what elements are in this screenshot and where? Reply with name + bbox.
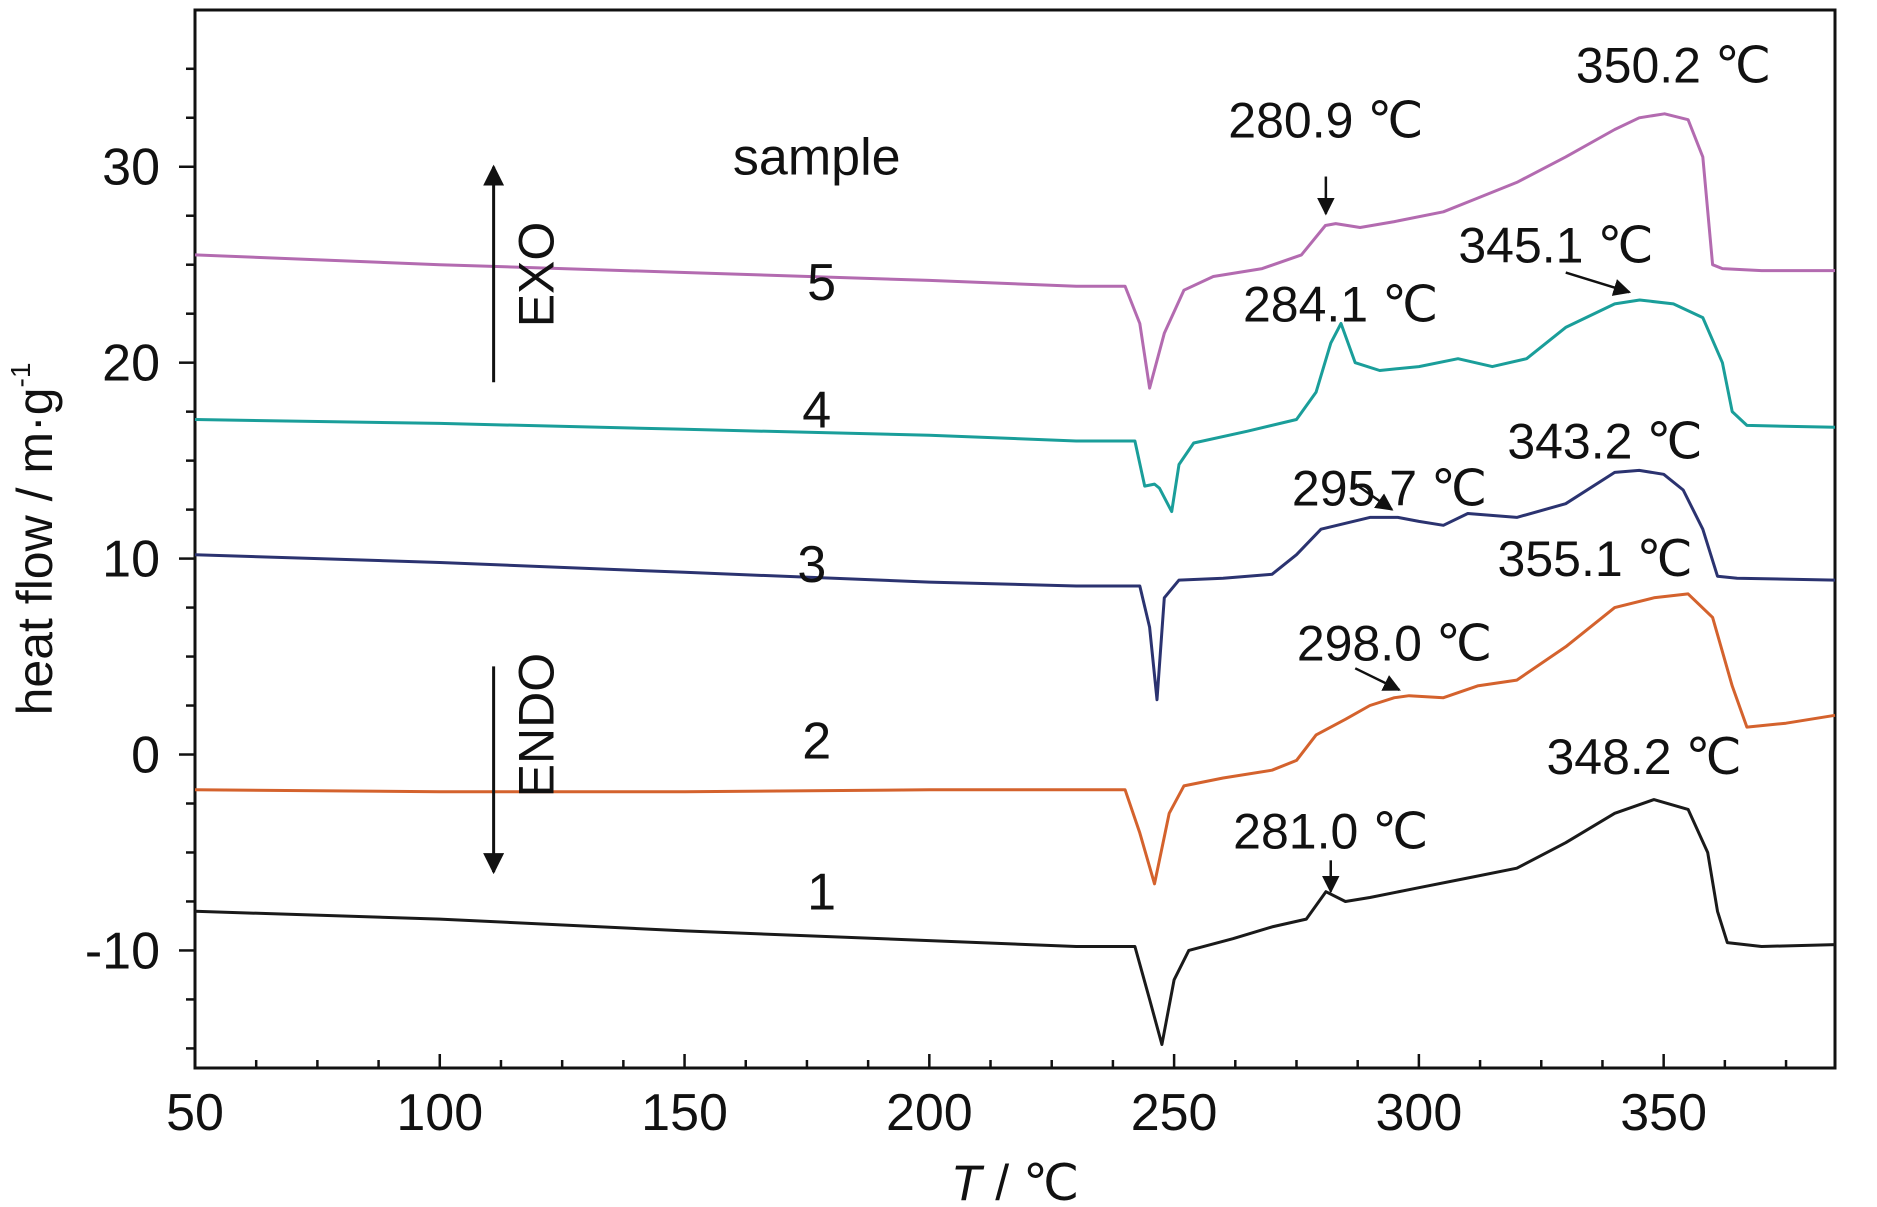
x-axis-title-italic: T	[951, 1155, 985, 1207]
x-tick-label: 100	[396, 1084, 483, 1142]
y-tick-label: -10	[85, 922, 160, 980]
series-line-1	[194, 798, 1836, 1046]
endo-label: ENDO	[509, 653, 565, 797]
peak-annotation: 298.0 ℃	[1297, 615, 1492, 671]
series-line-3	[194, 468, 1836, 702]
peak-annotation: 343.2 ℃	[1507, 414, 1702, 470]
plot-border	[193, 8, 1837, 1070]
peak-annotation: 284.1 ℃	[1243, 277, 1438, 333]
peak-annotation: 348.2 ℃	[1546, 729, 1741, 785]
series-label-1: 1	[807, 863, 836, 921]
x-axis: 50 100 150 200 250 300 350	[166, 1054, 1788, 1142]
legend-title: sample	[733, 129, 901, 187]
x-tick-label: 200	[886, 1084, 973, 1142]
annotation-arrow	[1565, 271, 1632, 296]
exo-label: EXO	[509, 222, 565, 328]
x-axis-title-unit: / ℃	[981, 1155, 1079, 1207]
x-tick-label: 50	[166, 1084, 224, 1142]
peak-annotation: 355.1 ℃	[1498, 531, 1693, 587]
x-tick-label: 150	[641, 1084, 728, 1142]
x-tick-label: 350	[1620, 1084, 1707, 1142]
y-tick-label: 0	[131, 727, 160, 785]
series-label-4: 4	[802, 381, 831, 439]
peak-annotation: 345.1 ℃	[1458, 218, 1653, 274]
series-label-2: 2	[802, 712, 831, 770]
y-tick-label: 30	[102, 139, 160, 197]
y-axis-title: heat flow / m·g-1	[5, 363, 63, 716]
peak-annotation: 280.9 ℃	[1228, 92, 1423, 148]
series-line-2	[194, 592, 1836, 886]
annotation-arrow	[1354, 483, 1394, 511]
peak-annotation: 281.0 ℃	[1233, 804, 1428, 860]
y-tick-label: 20	[102, 335, 160, 393]
y-tick-label: 10	[102, 531, 160, 589]
series-label-3: 3	[797, 536, 826, 594]
peak-annotation: 350.2 ℃	[1576, 37, 1771, 93]
series-layer: 1 2 3 4 5	[194, 112, 1836, 1046]
series-line-4	[194, 298, 1836, 514]
y-axis-title-text: heat flow / m·g	[7, 388, 63, 716]
plot-frame	[193, 8, 1837, 1070]
y-axis-title-sup: -1	[5, 363, 36, 388]
x-tick-label: 250	[1131, 1084, 1218, 1142]
x-axis-title: T / ℃	[951, 1155, 1079, 1207]
series-line-5	[194, 112, 1835, 390]
x-tick-label: 300	[1375, 1084, 1462, 1142]
annotation-arrow	[1354, 667, 1401, 691]
y-axis: -10 0 10 20 30	[85, 67, 195, 1050]
series-label-5: 5	[807, 254, 836, 312]
